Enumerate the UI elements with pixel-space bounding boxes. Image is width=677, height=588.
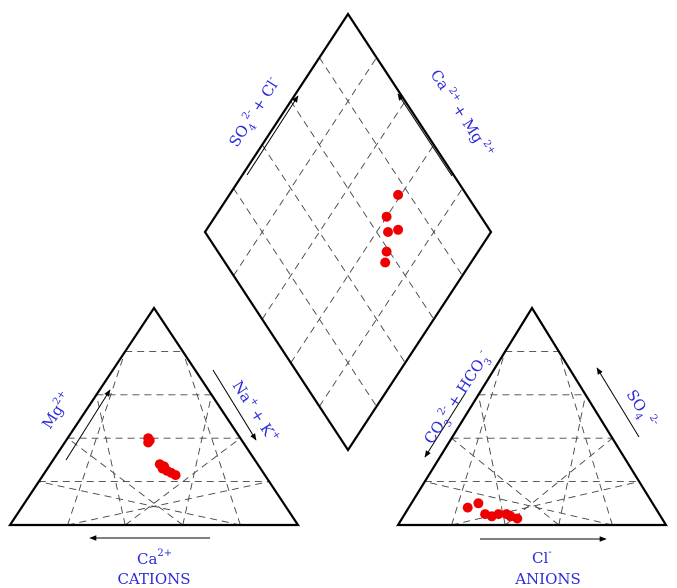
mg-axis-label: Mg2+ [37,389,75,433]
so4-cl-axis-label: SO42-+ Cl- [224,74,286,153]
cation-gridline [38,481,241,526]
diamond-points [380,189,404,268]
diamond-gridline [290,144,435,364]
so4-axis-arrow [596,367,640,438]
nak-axis-label: Na++ K+ [229,377,283,446]
cation-gridline [67,481,270,526]
cation-triangle-outline [7,306,301,527]
diamond-gridline [233,57,377,276]
cation-gridline [182,394,213,526]
anion-point [473,498,484,509]
cation-points [143,433,181,481]
diamond-gridline [319,188,463,407]
diamond-point [383,227,393,237]
cation-point [170,470,181,481]
nak-axis-arrow [212,369,257,441]
diamond-gridline [233,188,377,407]
cation-gridline [67,437,184,526]
diamond-gridline [290,100,435,320]
cl-axis-label: Cl- [532,547,552,567]
co3-axis-arrow [424,391,467,458]
cation-gridline [67,351,126,526]
diamond-outline [203,11,493,453]
diamond-grid [233,57,463,407]
diamond-point [380,257,391,268]
cation-triangle-grid [38,350,270,526]
diamond-gridline [261,144,406,364]
anion-point [512,513,523,524]
anion-triangle-grid [424,350,640,526]
diamond-gridline [319,57,463,276]
anion-point [462,502,473,513]
anion-gridline [424,481,613,526]
camg-axis-arrow [397,93,453,177]
ca-mg-axis-label: Ca2++ Mg2+ [427,66,498,161]
diamond-point [381,211,392,222]
diamond-point [393,189,404,200]
diamond-point [381,246,392,257]
anion-gridline [451,481,640,526]
anion-point [493,509,504,520]
cation-point [143,437,154,448]
anion-gridline [558,351,613,526]
anion-gridline [558,394,587,526]
so4cl-axis-arrow [246,95,299,176]
cation-gridline [124,437,241,526]
co3-hco3-axis-label: CO32-+ HCO3- [419,347,496,449]
cation-gridline [95,394,126,526]
anion-gridline [451,437,560,526]
ca-axis-label: Ca2+ [137,548,172,568]
anion-gridline [477,394,506,526]
cations-title: CATIONS [117,570,190,588]
cation-gridline [182,351,241,526]
anion-triangle-outline [396,305,668,527]
diamond-gridline [261,100,406,320]
mg-axis-arrow [65,389,111,461]
anion-points [462,498,523,524]
diamond-point [393,224,404,235]
anions-title: ANIONS [514,570,581,588]
so4-axis-label: SO4 2- [619,386,661,434]
anion-gridline [504,437,613,526]
